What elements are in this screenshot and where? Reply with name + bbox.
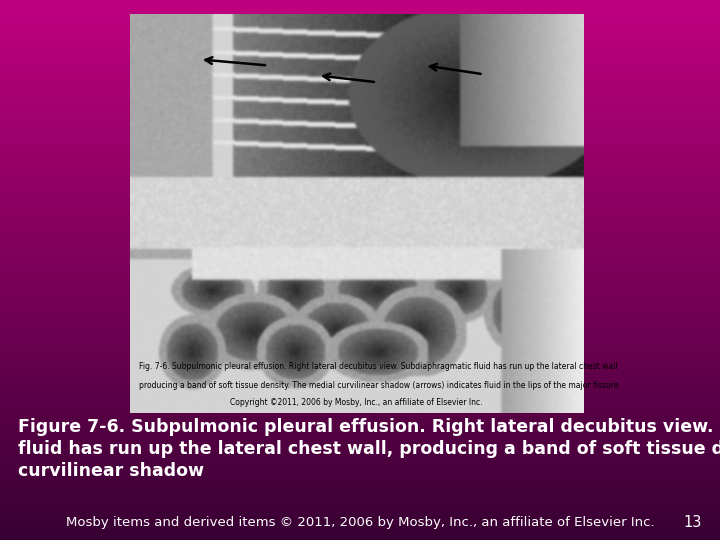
Text: curvilinear shadow: curvilinear shadow xyxy=(18,462,210,480)
Text: producing a band of soft tissue density. The medial curvilinear shadow (arrows) : producing a band of soft tissue density.… xyxy=(139,381,621,390)
Text: Mosby items and derived items © 2011, 2006 by Mosby, Inc., an affiliate of Elsev: Mosby items and derived items © 2011, 20… xyxy=(66,516,654,529)
Text: Fig. 7-6. Subpulmonic pleural effusion. Right lateral decubitus view. Subdiaphra: Fig. 7-6. Subpulmonic pleural effusion. … xyxy=(139,362,617,372)
Text: Figure 7-6. Subpulmonic pleural effusion. Right lateral decubitus view. Subdiaph: Figure 7-6. Subpulmonic pleural effusion… xyxy=(18,418,720,436)
Text: fluid has run up the lateral chest wall, producing a band of soft tissue density: fluid has run up the lateral chest wall,… xyxy=(18,440,720,458)
Text: Copyright ©2011, 2006 by Mosby, Inc., an affiliate of Elsevier Inc.: Copyright ©2011, 2006 by Mosby, Inc., an… xyxy=(230,398,482,407)
Text: 13: 13 xyxy=(683,515,702,530)
